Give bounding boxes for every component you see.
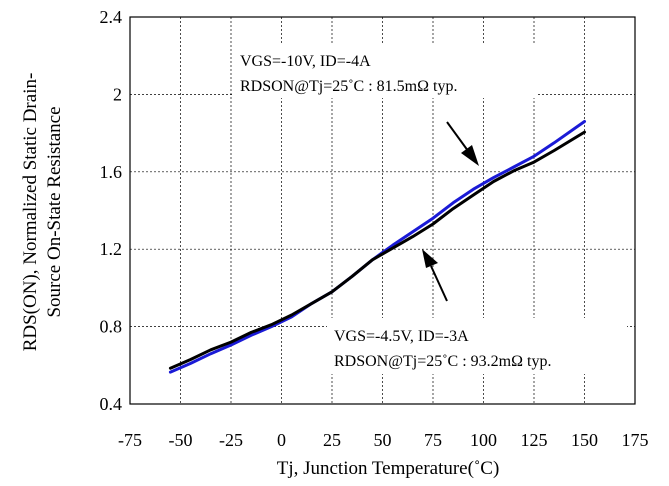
annotation-1-background	[232, 44, 537, 98]
y-axis-title-line2: Source On-State Resistance	[44, 106, 65, 317]
y-tick-label: 0.8	[100, 317, 123, 337]
annotation-1-line2: RDSON@Tj=25˚C : 81.5mΩ typ.	[240, 78, 457, 95]
x-tick-label: 75	[424, 430, 442, 450]
y-tick-label: 2.4	[100, 7, 123, 27]
x-tick-label: 150	[571, 430, 598, 450]
x-tick-labels: -75 -50 -25 0 25 50 75 100 125 150 175	[118, 430, 649, 450]
x-tick-label: 25	[323, 430, 341, 450]
y-tick-label: 2	[113, 84, 122, 104]
series-lines	[168, 120, 586, 374]
x-tick-label: 100	[470, 430, 497, 450]
annotation-1-arrow	[446, 121, 479, 166]
annotation-2-background	[327, 318, 627, 374]
y-tick-label: 0.4	[100, 394, 123, 414]
y-tick-label: 1.6	[100, 162, 123, 182]
annotation-1-line1: VGS=-10V, ID=-4A	[240, 53, 371, 70]
x-axis-title: Tj, Junction Temperature(˚C)	[277, 458, 500, 479]
annotation-2-line1: VGS=-4.5V, ID=-3A	[334, 328, 469, 345]
y-tick-labels: 0.4 0.8 1.2 1.6 2 2.4	[100, 7, 123, 414]
x-tick-label: 175	[622, 430, 649, 450]
x-tick-label: -25	[219, 430, 243, 450]
y-axis-title-line1: RDS(ON), Normalized Static Drain-	[20, 73, 41, 352]
x-tick-label: 50	[374, 430, 392, 450]
y-axis-title: RDS(ON), Normalized Static Drain- Source…	[20, 73, 65, 352]
annotation-2-line2: RDSON@Tj=25˚C : 93.2mΩ typ.	[334, 353, 551, 370]
x-tick-label: 125	[521, 430, 548, 450]
plot-area	[129, 16, 636, 405]
series-line-2	[168, 130, 586, 370]
y-tick-label: 1.2	[100, 239, 123, 259]
annotation-2-arrow	[422, 249, 448, 302]
x-tick-label: -50	[169, 430, 193, 450]
x-tick-label: 0	[277, 430, 286, 450]
x-tick-label: -75	[118, 430, 142, 450]
